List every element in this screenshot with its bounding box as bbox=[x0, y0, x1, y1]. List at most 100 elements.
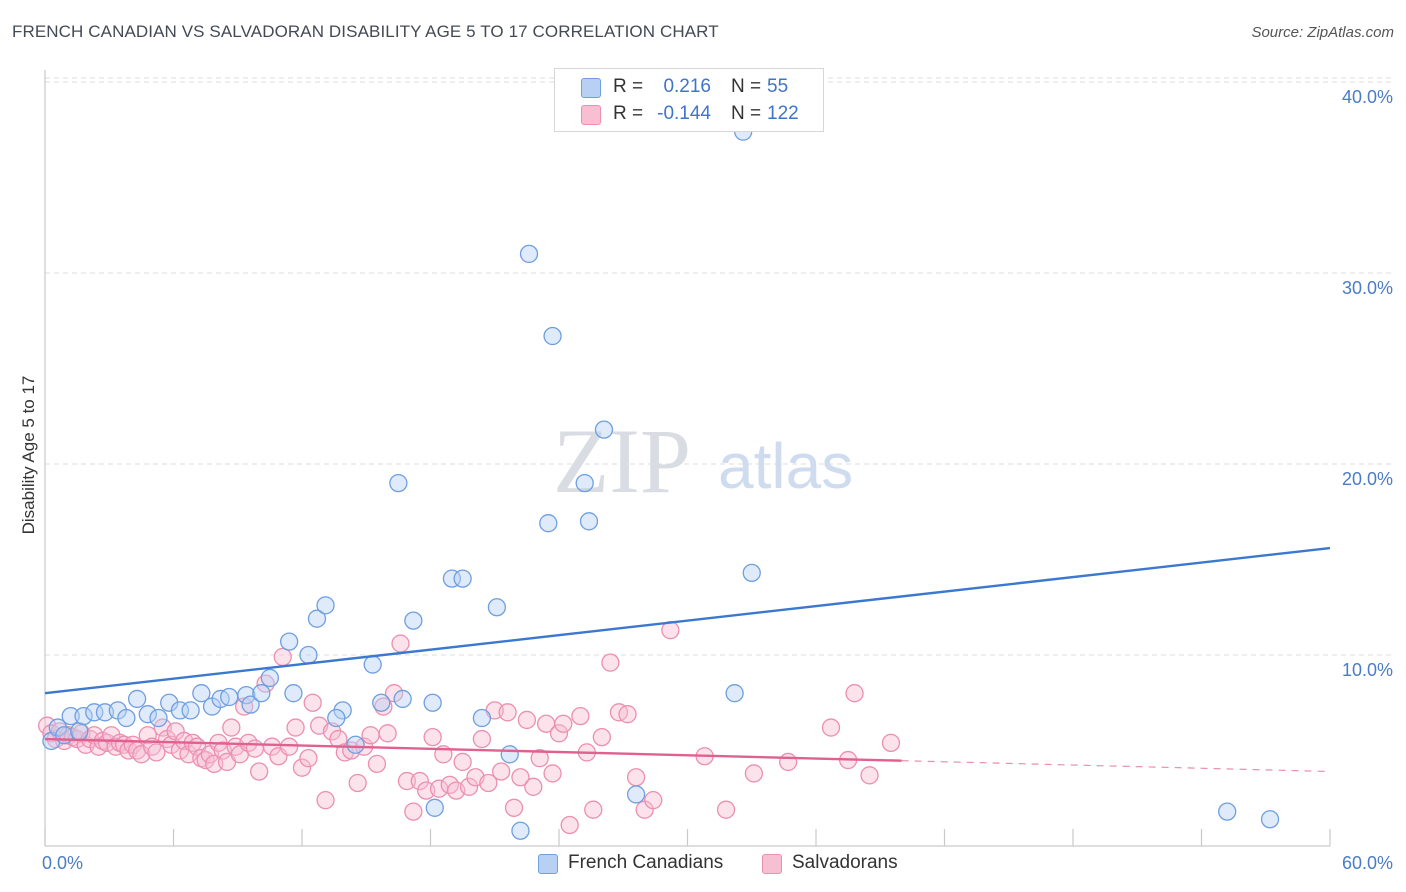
legend-r-label: R = bbox=[613, 76, 644, 97]
french-canadians-point bbox=[725, 684, 744, 703]
salvadorans-point bbox=[821, 718, 841, 737]
salvadorans-point bbox=[543, 764, 562, 783]
correlation-legend: R = 0.216 N = 55 R = -0.144 N = 122 bbox=[554, 68, 824, 132]
french-canadians-point bbox=[425, 798, 444, 817]
french-canadians-point bbox=[70, 722, 89, 741]
salvadorans-point bbox=[367, 754, 387, 774]
tick-labels: 10.0% 20.0% 30.0% 40.0% 0.0% 60.0% bbox=[42, 87, 1393, 873]
french-canadians-point bbox=[327, 708, 346, 728]
french-canadians-point bbox=[393, 689, 412, 709]
salvadorans-point bbox=[511, 768, 530, 787]
french-canadians-point bbox=[539, 514, 558, 533]
series-swatch-blue bbox=[538, 854, 558, 874]
salvadorans-trend-extension bbox=[901, 760, 1331, 773]
french-canadians-point bbox=[241, 695, 260, 714]
french-canadians-point bbox=[117, 708, 136, 728]
french-canadians-point bbox=[85, 703, 104, 722]
salvadorans-point bbox=[592, 727, 611, 747]
salvadorans-point bbox=[479, 773, 498, 793]
watermark-atlas: atlas bbox=[718, 430, 853, 502]
french-canadians-point bbox=[61, 706, 80, 726]
french-canadians-point bbox=[237, 685, 256, 705]
salvadorans-point bbox=[147, 743, 166, 762]
salvadorans-point bbox=[498, 703, 517, 722]
salvadorans-point bbox=[138, 726, 157, 745]
french-canadians-point bbox=[442, 569, 462, 588]
watermark-zip: ZIP bbox=[553, 410, 691, 512]
french-canadians-point bbox=[307, 609, 327, 628]
salvadorans-point bbox=[453, 752, 472, 772]
french-canadians-point bbox=[519, 244, 539, 264]
grid-lines bbox=[45, 77, 1392, 656]
french-canadians-point bbox=[500, 745, 519, 764]
french-canadians-point bbox=[284, 684, 303, 703]
salvadorans-point bbox=[716, 800, 736, 819]
french-canadians-point bbox=[575, 473, 594, 493]
salvadorans-point bbox=[554, 714, 573, 733]
french-canadians-point bbox=[404, 611, 423, 630]
y-tick-label: 10.0% bbox=[1342, 660, 1393, 680]
french-canadians-point bbox=[389, 473, 408, 493]
salvadorans-point bbox=[571, 706, 590, 726]
salvadorans-point bbox=[530, 748, 549, 768]
french-canadians-point bbox=[363, 655, 382, 674]
french-canadians-trend-line bbox=[44, 546, 1331, 695]
french-canadians-point bbox=[626, 785, 646, 804]
salvadorans-point bbox=[845, 684, 864, 703]
salvadorans-point bbox=[378, 724, 397, 743]
french-canadians-point bbox=[127, 689, 147, 709]
salvadorans-point bbox=[222, 718, 241, 737]
french-canadians-point bbox=[372, 693, 391, 712]
legend-r-value: -0.144 bbox=[657, 103, 711, 124]
y-tick-label: 40.0% bbox=[1342, 87, 1393, 107]
trend-lines bbox=[44, 546, 1331, 773]
legend-swatch-pink bbox=[581, 105, 601, 125]
salvadorans-point bbox=[273, 647, 292, 667]
y-tick-label: 30.0% bbox=[1342, 278, 1393, 298]
salvadorans-point bbox=[517, 710, 537, 730]
chart-title: FRENCH CANADIAN VS SALVADORAN DISABILITY… bbox=[12, 22, 719, 41]
legend-n-value: 55 bbox=[767, 76, 789, 97]
french-canadians-point bbox=[279, 632, 299, 651]
salvadorans-point bbox=[245, 739, 265, 758]
salvadorans-point bbox=[644, 791, 663, 810]
salvadorans-point bbox=[404, 802, 423, 821]
french-canadians-point bbox=[181, 701, 200, 720]
salvadorans-point bbox=[626, 768, 646, 787]
french-canadians-point bbox=[594, 420, 614, 439]
french-canadians-point bbox=[138, 705, 157, 724]
french-canadians-point bbox=[453, 569, 472, 588]
salvadorans-point bbox=[860, 766, 879, 785]
source-label: Source: ZipAtlas.com bbox=[1251, 24, 1394, 41]
salvadorans-point bbox=[348, 773, 367, 793]
salvadorans-points bbox=[37, 621, 901, 835]
salvadorans-point bbox=[584, 800, 603, 819]
salvadorans-point bbox=[423, 727, 442, 747]
legend-r-label: R = bbox=[613, 103, 644, 124]
salvadorans-point bbox=[881, 733, 901, 753]
x-tick-label: 0.0% bbox=[42, 853, 83, 873]
french-canadians-points bbox=[42, 122, 1280, 840]
salvadorans-point bbox=[504, 798, 524, 817]
salvadorans-point bbox=[397, 771, 417, 791]
salvadorans-point bbox=[459, 777, 479, 796]
french-canadians-point bbox=[170, 701, 190, 720]
salvadorans-point bbox=[618, 705, 637, 724]
french-canadians-point bbox=[220, 687, 239, 707]
salvadorans-point bbox=[492, 762, 511, 781]
y-tick-label: 20.0% bbox=[1342, 469, 1393, 489]
french-canadians-point bbox=[511, 821, 530, 840]
series-swatch-pink bbox=[762, 854, 782, 874]
french-canadians-point bbox=[1260, 810, 1280, 829]
french-canadians-point bbox=[74, 706, 93, 726]
salvadorans-point bbox=[292, 758, 312, 777]
salvadorans-point bbox=[299, 748, 318, 768]
french-canadians-point bbox=[252, 684, 271, 703]
watermark: ZIP atlas bbox=[553, 410, 853, 512]
salvadorans-point bbox=[303, 693, 322, 712]
y-axis-label: Disability Age 5 to 17 bbox=[19, 376, 38, 535]
legend-n-label: N = bbox=[731, 103, 762, 124]
salvadorans-trend-line bbox=[44, 737, 902, 762]
french-canadians-point bbox=[742, 563, 761, 583]
